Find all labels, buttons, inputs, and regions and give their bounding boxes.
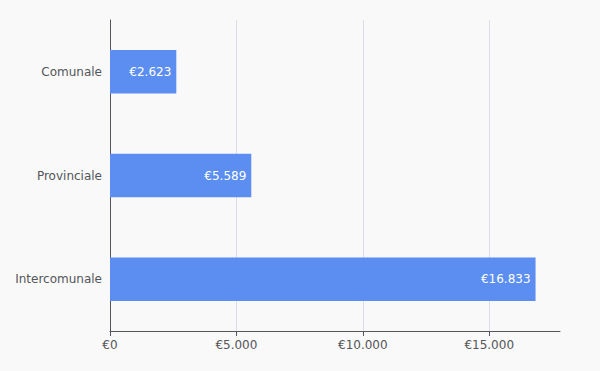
svg-text:€10.000: €10.000 <box>338 338 388 352</box>
svg-text:€0: €0 <box>102 338 117 352</box>
svg-text:Provinciale: Provinciale <box>37 169 102 183</box>
svg-text:Comunale: Comunale <box>41 65 102 79</box>
svg-text:€5.000: €5.000 <box>215 338 257 352</box>
svg-text:€5.589: €5.589 <box>204 169 246 183</box>
svg-text:€2.623: €2.623 <box>129 65 171 79</box>
svg-text:Intercomunale: Intercomunale <box>15 272 102 286</box>
svg-text:€16.833: €16.833 <box>481 272 531 286</box>
svg-text:€15.000: €15.000 <box>464 338 514 352</box>
